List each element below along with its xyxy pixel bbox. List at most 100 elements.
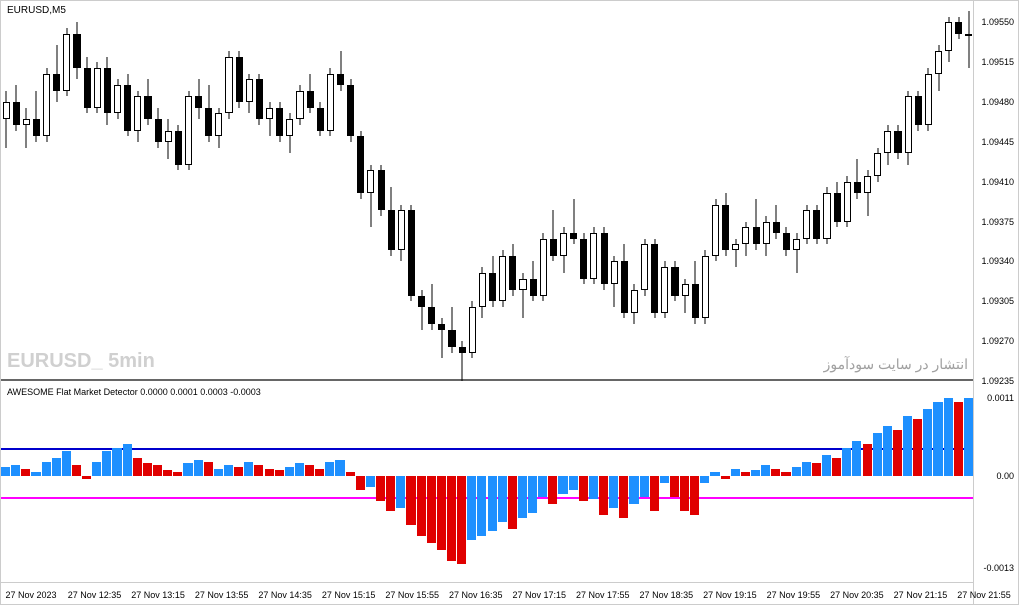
candle[interactable] [864,11,871,381]
histogram-bar[interactable] [447,476,456,561]
candle[interactable] [378,11,385,381]
candle[interactable] [570,11,577,381]
candle[interactable] [63,11,70,381]
candle[interactable] [702,11,709,381]
histogram-bar[interactable] [477,476,486,536]
candle[interactable] [965,11,972,381]
candle[interactable] [459,11,466,381]
candle[interactable] [23,11,30,381]
histogram-bar[interactable] [579,476,588,501]
histogram-bar[interactable] [376,476,385,501]
candle[interactable] [519,11,526,381]
candle[interactable] [347,11,354,381]
candle[interactable] [357,11,364,381]
candle[interactable] [803,11,810,381]
histogram-bar[interactable] [1,467,10,476]
histogram-bar[interactable] [954,402,963,476]
histogram-bar[interactable] [163,470,172,476]
candle[interactable] [935,11,942,381]
histogram-bar[interactable] [741,472,750,476]
histogram-bar[interactable] [822,455,831,476]
histogram-bar[interactable] [508,476,517,529]
histogram-bar[interactable] [386,476,395,511]
histogram-bar[interactable] [609,476,618,508]
histogram-bar[interactable] [569,476,578,490]
candle[interactable] [43,11,50,381]
histogram-bar[interactable] [396,476,405,508]
candle[interactable] [215,11,222,381]
candle[interactable] [469,11,476,381]
histogram-bar[interactable] [224,465,233,476]
histogram-bar[interactable] [660,476,669,483]
candle[interactable] [925,11,932,381]
histogram-bar[interactable] [315,469,324,476]
histogram-bar[interactable] [761,465,770,476]
histogram-bar[interactable] [285,467,294,476]
histogram-bar[interactable] [275,470,284,476]
histogram-bar[interactable] [751,470,760,476]
histogram-bar[interactable] [619,476,628,519]
histogram-bar[interactable] [82,476,91,480]
histogram-bar[interactable] [173,472,182,476]
candle[interactable] [621,11,628,381]
candle[interactable] [367,11,374,381]
candle[interactable] [955,11,962,381]
candle[interactable] [682,11,689,381]
candle[interactable] [13,11,20,381]
candle[interactable] [205,11,212,381]
candle[interactable] [428,11,435,381]
candle[interactable] [398,11,405,381]
histogram-bar[interactable] [295,463,304,476]
candle[interactable] [489,11,496,381]
histogram-bar[interactable] [883,426,892,476]
histogram-bar[interactable] [112,448,121,476]
histogram-bar[interactable] [214,469,223,476]
histogram-bar[interactable] [488,476,497,531]
candle[interactable] [580,11,587,381]
histogram-bar[interactable] [194,460,203,476]
candle[interactable] [742,11,749,381]
candle[interactable] [73,11,80,381]
candle[interactable] [783,11,790,381]
indicator-panel[interactable]: AWESOME Flat Market Detector 0.0000 0.00… [1,383,974,583]
candle[interactable] [641,11,648,381]
candle[interactable] [33,11,40,381]
histogram-bar[interactable] [427,476,436,543]
histogram-bar[interactable] [589,476,598,499]
candle[interactable] [601,11,608,381]
histogram-bar[interactable] [923,409,932,476]
histogram-bar[interactable] [518,476,527,519]
histogram-bar[interactable] [244,462,253,476]
candle[interactable] [905,11,912,381]
histogram-bar[interactable] [467,476,476,540]
candle[interactable] [671,11,678,381]
histogram-bar[interactable] [863,444,872,476]
candle[interactable] [266,11,273,381]
candle[interactable] [753,11,760,381]
candle[interactable] [773,11,780,381]
candlestick-area[interactable] [1,11,974,381]
histogram-bar[interactable] [893,430,902,476]
candle[interactable] [834,11,841,381]
histogram-bar[interactable] [417,476,426,536]
histogram-bar[interactable] [305,465,314,476]
histogram-bar[interactable] [254,465,263,476]
histogram-bar[interactable] [528,476,537,513]
histogram-bar[interactable] [710,472,719,476]
candle[interactable] [823,11,830,381]
candle[interactable] [813,11,820,381]
histogram-bar[interactable] [457,476,466,565]
histogram-bar[interactable] [234,467,243,476]
candle[interactable] [165,11,172,381]
candle[interactable] [560,11,567,381]
histogram-bar[interactable] [731,469,740,476]
candle[interactable] [499,11,506,381]
candle[interactable] [307,11,314,381]
histogram-bar[interactable] [62,451,71,476]
histogram-bar[interactable] [721,476,730,480]
histogram-bar[interactable] [538,476,547,497]
histogram-bar[interactable] [31,472,40,476]
histogram-bar[interactable] [680,476,689,511]
candle[interactable] [246,11,253,381]
candle[interactable] [195,11,202,381]
